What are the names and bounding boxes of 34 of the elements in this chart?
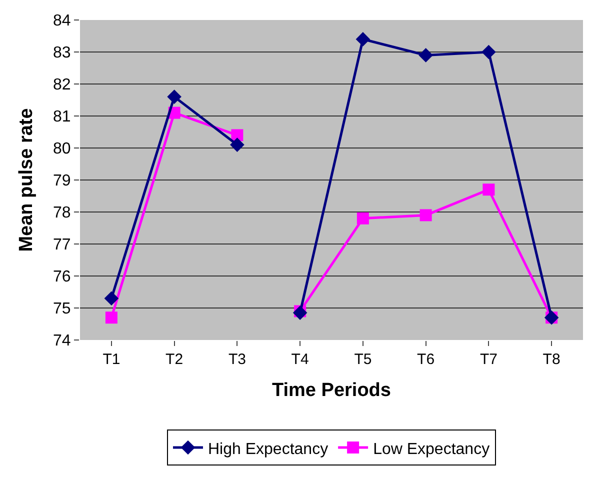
x-tick-label: T7 — [480, 351, 498, 368]
point — [104, 291, 119, 306]
y-tick-label: 81 — [53, 108, 71, 126]
x-tick-label: T2 — [166, 351, 184, 368]
x-tick-label: T8 — [542, 351, 560, 368]
y-tick-label: 82 — [53, 76, 71, 94]
point — [420, 209, 432, 222]
x-tick-label: T4 — [291, 351, 309, 368]
y-tick-label: 79 — [53, 172, 71, 190]
x-tick-label: T5 — [354, 351, 372, 368]
x-tick-label: T6 — [417, 351, 435, 368]
y-axis-title: Mean pulse rate — [16, 108, 37, 252]
point — [356, 212, 369, 224]
point — [292, 306, 308, 320]
y-tick-label: 75 — [53, 300, 71, 318]
point — [482, 44, 496, 60]
y-tick-label: 77 — [53, 236, 71, 254]
y-tick-label: 83 — [53, 44, 71, 62]
x-tick-label: T3 — [228, 351, 246, 368]
legend-label: High Expectancy — [208, 440, 328, 458]
y-tick-label: 84 — [53, 12, 71, 30]
legend-label: Low Expectancy — [373, 440, 490, 458]
y-tick-label: 74 — [53, 332, 71, 350]
point — [356, 32, 370, 46]
x-tick-label: T1 — [102, 351, 120, 368]
y-tick-label: 76 — [53, 268, 71, 286]
y-tick-label: 78 — [53, 204, 71, 222]
point — [418, 48, 433, 62]
point — [230, 138, 244, 152]
y-tick-label: 80 — [53, 140, 71, 158]
x-axis-title: Time Periods — [272, 380, 391, 401]
point — [482, 184, 495, 196]
point — [167, 90, 182, 104]
point — [105, 312, 118, 324]
